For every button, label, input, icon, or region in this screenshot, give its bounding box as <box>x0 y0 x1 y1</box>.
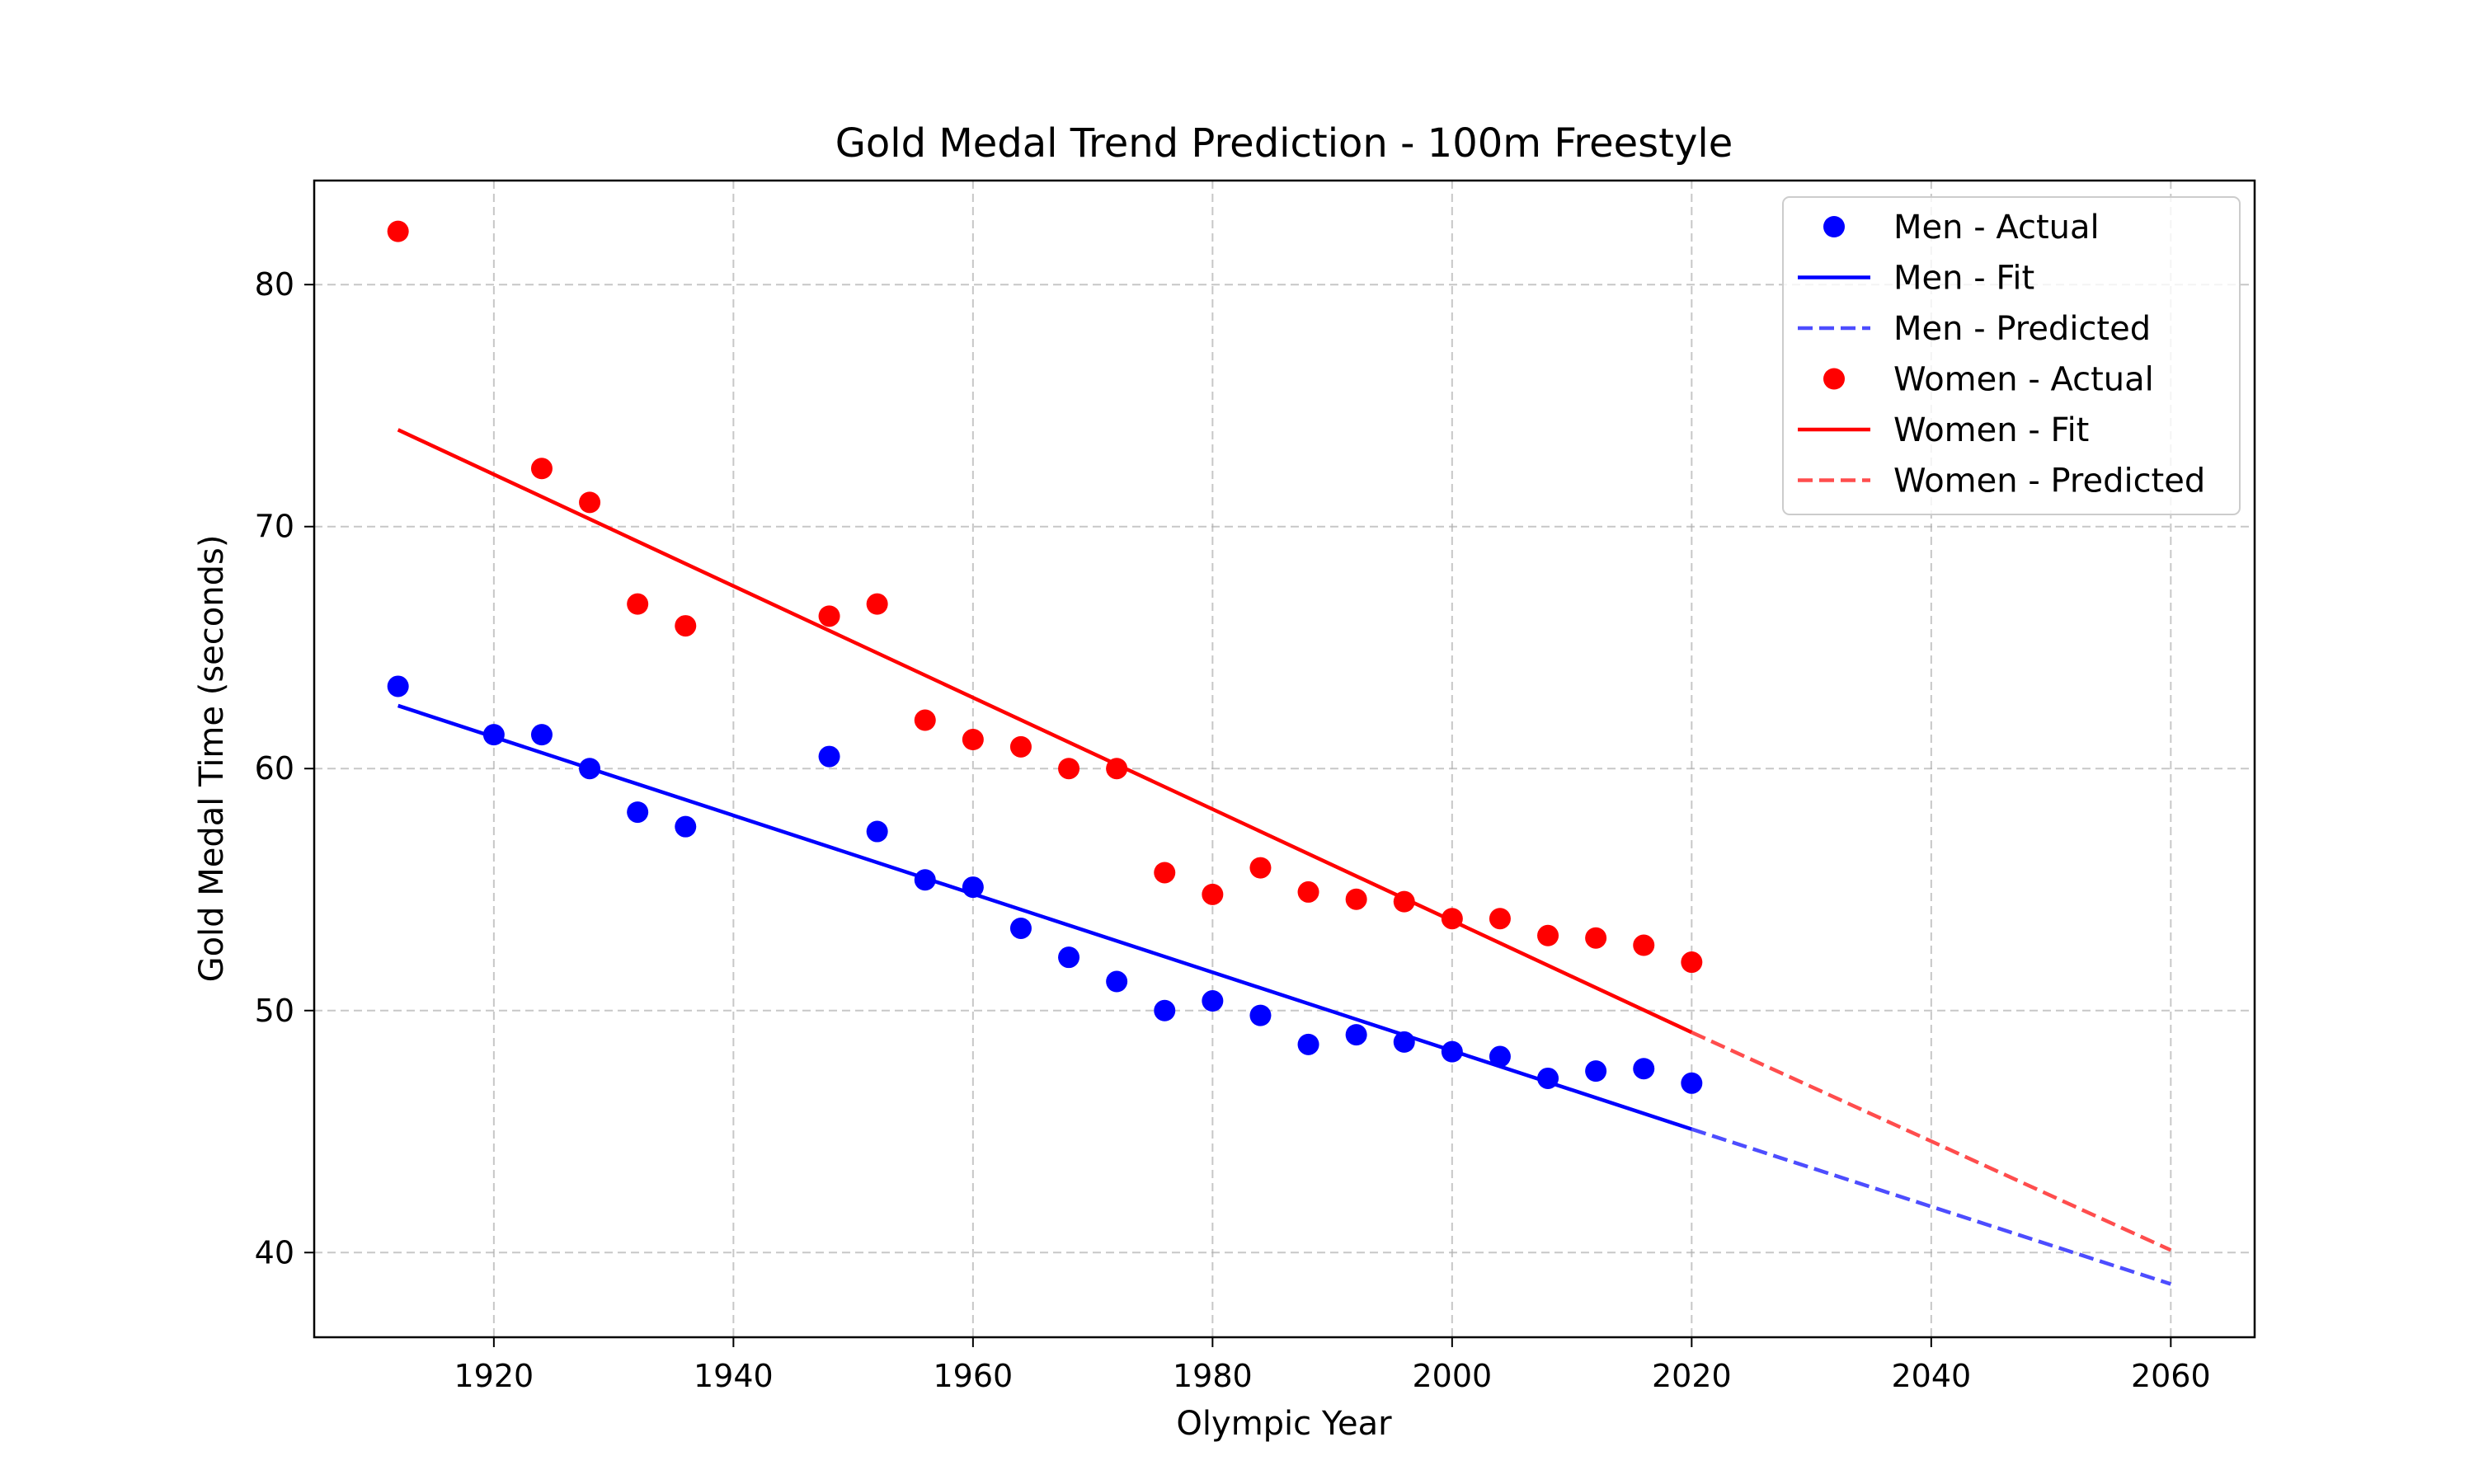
legend-men-predicted-label: Men - Predicted <box>1893 310 2151 348</box>
men-actual-point <box>675 815 697 838</box>
men-actual-point <box>1249 1004 1272 1026</box>
x-axis-label: Olympic Year <box>1176 1405 1392 1443</box>
legend-men-fit-label: Men - Fit <box>1893 260 2034 298</box>
men-actual-point <box>482 724 505 746</box>
women-actual-point <box>1058 758 1080 780</box>
x-tick-label: 2000 <box>1412 1358 1492 1394</box>
men-actual-point <box>1345 1024 1367 1046</box>
legend-women-predicted-label: Women - Predicted <box>1893 463 2205 500</box>
men-actual-point <box>1106 970 1128 993</box>
x-tick-label: 1920 <box>454 1358 534 1394</box>
women-actual-point <box>1681 951 1703 974</box>
women-actual-point <box>1154 862 1176 884</box>
series-lines <box>397 428 2172 1286</box>
x-tick-label: 2020 <box>1652 1358 1732 1394</box>
men-actual-point <box>387 675 409 697</box>
men-predicted-line <box>1691 1127 2172 1286</box>
women-actual-point <box>1633 934 1655 956</box>
women-predicted-line <box>1691 1031 2172 1252</box>
series-points <box>387 220 1703 1094</box>
women-actual-point <box>1106 758 1128 780</box>
men-actual-point <box>1393 1031 1415 1053</box>
men-actual-point <box>1009 917 1032 939</box>
y-tick-label: 80 <box>255 266 294 303</box>
x-tick-label: 1940 <box>694 1358 774 1394</box>
men-actual-point <box>530 724 553 746</box>
women-actual-point <box>962 729 984 751</box>
men-actual-point <box>1058 946 1080 969</box>
men-actual-point <box>1202 990 1224 1012</box>
men-actual-point <box>1537 1067 1559 1089</box>
women-actual-point <box>387 220 409 242</box>
men-actual-point <box>1441 1040 1463 1063</box>
men-actual-point <box>1681 1072 1703 1094</box>
axis-ticks: 1920 1940 1960 1980 2000 2020 2040 2060 40 50 60 70… <box>255 266 2211 1394</box>
y-tick-label: 70 <box>255 509 294 545</box>
men-fit-line <box>397 703 1693 1131</box>
men-actual-point <box>1633 1058 1655 1080</box>
men-actual-point <box>1585 1060 1607 1082</box>
legend-women-fit-label: Women - Fit <box>1893 411 2089 449</box>
plot-area-frame <box>313 179 2256 1339</box>
x-tick-label: 1960 <box>933 1358 1013 1394</box>
women-actual-point <box>1585 927 1607 949</box>
y-tick-label: 40 <box>255 1234 294 1270</box>
women-actual-point <box>1345 888 1367 910</box>
men-actual-point <box>1297 1033 1319 1055</box>
women-actual-point <box>579 491 601 514</box>
women-actual-point <box>818 605 840 627</box>
men-actual-point <box>818 745 840 768</box>
y-tick-label: 50 <box>255 993 294 1029</box>
women-actual-point <box>1489 908 1511 930</box>
chart-title: Gold Medal Trend Prediction - 100m Frees… <box>835 120 1733 167</box>
legend-frame <box>1782 196 2241 515</box>
men-actual-point <box>914 869 936 891</box>
y-axis-label: Gold Medal Time (seconds) <box>193 535 231 983</box>
women-actual-point <box>1393 890 1415 913</box>
women-actual-point <box>1537 924 1559 946</box>
men-actual-point <box>962 876 984 899</box>
legend: Men - Actual Men - Fit Men - Predicted Wome… <box>1782 196 2241 515</box>
men-actual-point <box>1154 999 1176 1021</box>
women-actual-point <box>675 615 697 637</box>
legend-women-actual-marker <box>1823 368 1845 390</box>
x-tick-label: 2040 <box>1891 1358 1971 1394</box>
women-actual-point <box>1441 908 1463 930</box>
women-actual-point <box>1297 881 1319 903</box>
x-tick-label: 2060 <box>2131 1358 2211 1394</box>
women-actual-point <box>1202 883 1224 905</box>
women-fit-line <box>397 428 1693 1035</box>
men-actual-point <box>579 758 601 780</box>
women-actual-point <box>1249 857 1272 879</box>
men-actual-point <box>866 820 888 843</box>
y-tick-label: 60 <box>255 750 294 787</box>
legend-men-actual-marker <box>1823 216 1845 237</box>
x-tick-label: 1980 <box>1173 1358 1253 1394</box>
women-actual-point <box>627 593 649 615</box>
men-actual-point <box>627 801 649 824</box>
women-actual-point <box>1009 735 1032 758</box>
legend-men-actual-label: Men - Actual <box>1893 209 2100 247</box>
women-actual-point <box>914 709 936 731</box>
women-actual-point <box>866 593 888 615</box>
legend-women-actual-label: Women - Actual <box>1893 361 2154 399</box>
men-actual-point <box>1489 1045 1511 1068</box>
women-actual-point <box>530 458 553 480</box>
